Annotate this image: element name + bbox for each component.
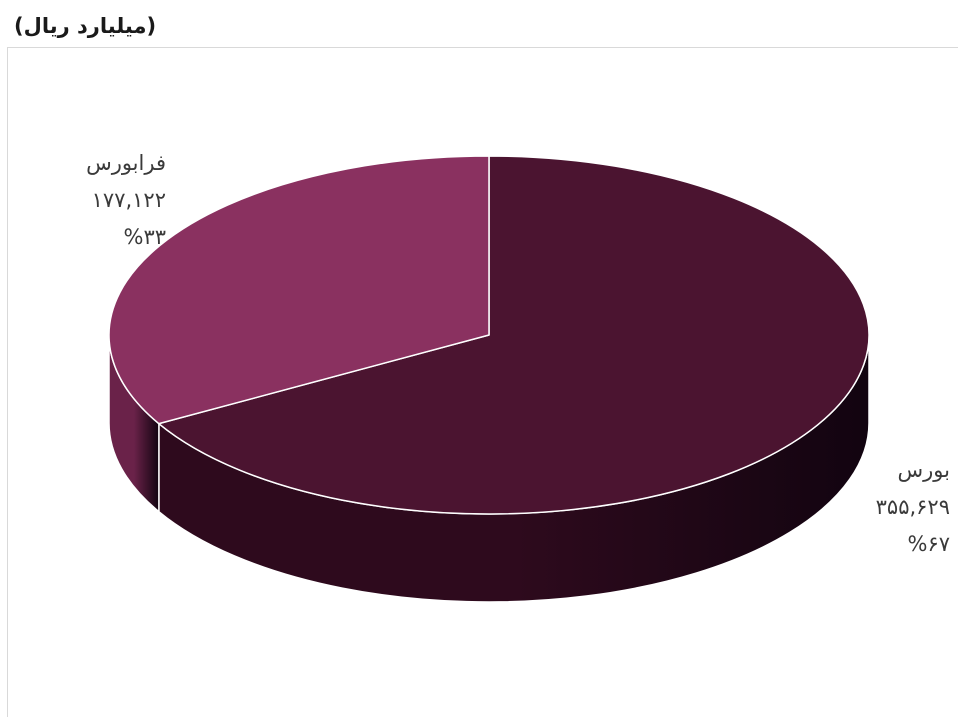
unit-title: (میلیارد ریال) — [14, 14, 157, 38]
slice-percent: %۳۳ — [123, 225, 166, 249]
slice-value: ۱۷۷,۱۲۲ — [91, 188, 166, 212]
slice-percent: %۶۷ — [907, 532, 950, 556]
slice-label-bourse: بورس ۳۵۵,۶۲۹ %۶۷ — [876, 452, 950, 563]
slice-value: ۳۵۵,۶۲۹ — [875, 495, 950, 519]
slice-name: فرابورس — [86, 151, 166, 175]
pie-slice-1 — [108, 155, 490, 425]
slice-name: بورس — [897, 458, 950, 482]
chart-area — [7, 47, 958, 717]
pie-slice-0 — [158, 155, 870, 515]
slice-label-farabourse: فرابورس ۱۷۷,۱۲۲ %۳۳ — [86, 145, 166, 256]
